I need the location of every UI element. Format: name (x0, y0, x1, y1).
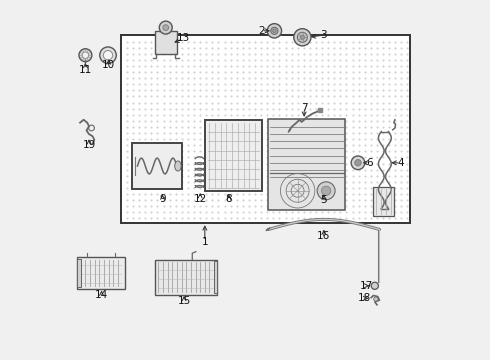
Text: 19: 19 (82, 140, 96, 150)
Bar (205, 120, 262, 192)
Circle shape (297, 32, 307, 42)
Circle shape (103, 50, 113, 60)
Circle shape (272, 29, 276, 33)
Bar (269, 119, 345, 211)
Bar (77, 259, 81, 287)
Text: 3: 3 (320, 30, 327, 40)
Circle shape (163, 25, 169, 31)
Text: 15: 15 (177, 296, 191, 306)
Ellipse shape (175, 161, 181, 171)
Circle shape (317, 182, 335, 200)
Text: 11: 11 (79, 64, 92, 75)
Text: 5: 5 (320, 195, 327, 205)
Bar (155, 260, 218, 295)
Circle shape (271, 27, 278, 35)
Text: 2: 2 (258, 26, 265, 36)
Text: 8: 8 (225, 194, 232, 204)
Bar (373, 187, 394, 216)
Text: 16: 16 (317, 231, 331, 240)
Circle shape (100, 47, 116, 63)
Text: 13: 13 (177, 33, 190, 43)
Text: 12: 12 (194, 194, 207, 204)
Text: 10: 10 (102, 60, 115, 70)
Text: 17: 17 (360, 281, 373, 291)
Text: 18: 18 (357, 293, 370, 303)
Circle shape (294, 29, 311, 46)
Bar (77, 257, 125, 289)
Circle shape (300, 35, 304, 40)
Bar (214, 261, 218, 293)
Text: 1: 1 (201, 237, 208, 247)
Circle shape (82, 52, 89, 58)
Circle shape (371, 282, 378, 289)
Circle shape (267, 24, 282, 38)
Text: 7: 7 (301, 103, 308, 113)
Text: 6: 6 (367, 158, 373, 168)
Text: 14: 14 (95, 291, 108, 301)
Circle shape (159, 21, 172, 34)
Circle shape (79, 49, 92, 62)
Circle shape (374, 297, 378, 301)
Circle shape (355, 159, 361, 166)
Bar (155, 31, 177, 54)
Text: 9: 9 (159, 194, 166, 204)
Circle shape (351, 156, 365, 170)
Bar (132, 143, 182, 189)
Bar (122, 35, 410, 223)
Text: 4: 4 (398, 158, 404, 168)
Circle shape (321, 186, 331, 195)
